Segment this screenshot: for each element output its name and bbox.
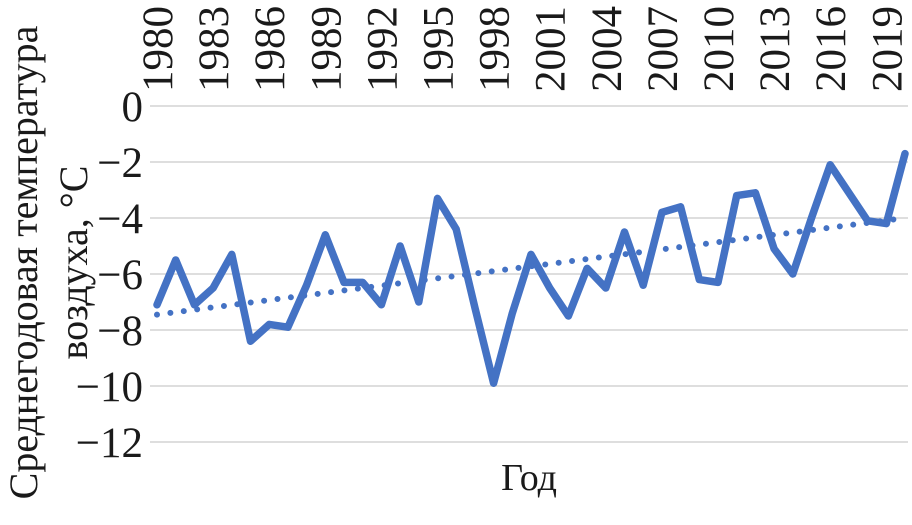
y-tick-label: −4 xyxy=(97,196,143,243)
x-axis-title: Год xyxy=(501,457,557,499)
y-tick-label: −2 xyxy=(97,140,143,187)
y-axis-title-line1: Среднегодовая температура xyxy=(1,25,46,500)
x-tick-label: 2013 xyxy=(752,6,799,92)
x-tick-label: 1995 xyxy=(416,6,463,92)
x-tick-label: 2007 xyxy=(640,6,687,92)
y-tick-label: −8 xyxy=(97,308,143,355)
y-axis-title: Среднегодовая температура воздуха, °C xyxy=(0,0,98,525)
x-tick-label: 2016 xyxy=(808,6,855,92)
y-axis-title-line2: воздуха, °C xyxy=(51,165,96,360)
x-tick-label: 1980 xyxy=(135,6,182,92)
x-tick-label: 2004 xyxy=(584,6,631,92)
x-tick-label: 2001 xyxy=(528,6,575,92)
x-tick-label: 1992 xyxy=(359,6,406,92)
x-tick-label: 1986 xyxy=(247,6,294,92)
trend-line xyxy=(154,215,908,318)
x-tick-label: 1983 xyxy=(191,6,238,92)
x-tick-label: 1998 xyxy=(472,6,519,92)
x-tick-label: 2019 xyxy=(864,6,911,92)
y-tick-label: −6 xyxy=(97,252,143,299)
y-tick-label: 0 xyxy=(122,84,144,131)
temperature-line xyxy=(153,149,909,387)
x-tick-label: 2010 xyxy=(696,6,743,92)
x-tick-label: 1989 xyxy=(303,6,350,92)
y-tick-label: −12 xyxy=(76,420,143,467)
y-tick-label: −10 xyxy=(76,364,143,411)
